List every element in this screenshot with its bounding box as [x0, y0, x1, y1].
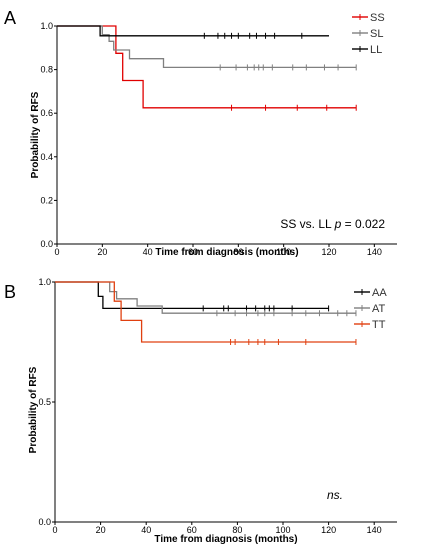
panel-a-y-tick-label: 0.4 — [40, 152, 53, 162]
panel-a-y-tick-label: 0.8 — [40, 65, 53, 75]
panel-b-x-tick-label: 80 — [232, 525, 242, 535]
panel-a-annotation-text: SS vs. LL — [280, 217, 332, 231]
panel-b-x-tick-label: 60 — [187, 525, 197, 535]
panel-b-x-tick-label: 100 — [275, 525, 290, 535]
panel-a-x-tick-label: 100 — [276, 247, 291, 257]
panel-b-legend-label-at: AT — [372, 303, 386, 315]
panel-a-y-tick-label: 1.0 — [40, 21, 53, 31]
panel-b-x-tick-label: 20 — [96, 525, 106, 535]
panel-b-series — [55, 281, 357, 345]
panel-b-legend-item-aa: AA — [354, 287, 387, 299]
panel-a-x-tick-label: 40 — [143, 247, 153, 257]
panel-b-x-ticks: 0 20 40 60 80 100 120 140 — [52, 522, 382, 535]
panel-b-x-axis-title: Time from diagnosis (months) — [154, 534, 297, 545]
panel-a-x-axis-title: Time from diagnosis (months) — [155, 247, 298, 258]
panel-a-letter: A — [4, 8, 16, 28]
panel-a-x-tick-label: 20 — [97, 247, 107, 257]
panel-a-legend-label-ss: SS — [370, 12, 385, 24]
panel-a-legend-label-ll: LL — [370, 44, 382, 56]
panel-a-legend: SS SL LL — [352, 12, 385, 56]
panel-b-y-tick-label: 0.5 — [38, 397, 51, 407]
panel-a-series-ll-line — [57, 25, 329, 37]
panel-a-annotation-value: = 0.022 — [341, 217, 385, 231]
panel-b-legend-label-aa: AA — [372, 287, 387, 299]
panel-b-y-tick-label: 0.0 — [38, 517, 51, 527]
panel-a-annotation: SS vs. LL p = 0.022 — [280, 217, 385, 231]
panel-b-legend-label-tt: TT — [372, 319, 386, 331]
panel-b-y-axis-title: Probability of RFS — [28, 366, 39, 453]
panel-a-legend-item-ss: SS — [352, 12, 385, 24]
panel-a-series-ss-line — [57, 25, 357, 109]
panel-b-legend-item-at: AT — [354, 303, 386, 315]
panel-a-x-tick-label: 60 — [188, 247, 198, 257]
panel-a-y-ticks: 0.0 0.2 0.4 0.6 0.8 1.0 — [40, 21, 57, 249]
panel-b-x-tick-label: 40 — [141, 525, 151, 535]
panel-b-series-tt-line — [55, 281, 356, 343]
panel-b-x-tick-label: 140 — [367, 525, 382, 535]
panel-a-x-tick-label: 140 — [367, 247, 382, 257]
panel-b-x-tick-label: 120 — [321, 525, 336, 535]
panel-b-y-tick-label: 1.0 — [38, 277, 51, 287]
panel-a-y-tick-label: 0.2 — [40, 195, 53, 205]
panel-a-x-tick-label: 0 — [54, 247, 59, 257]
panel-b-y-ticks: 0.0 0.5 1.0 — [38, 277, 55, 527]
panel-a-x-ticks: 0 20 40 60 80 100 120 140 — [54, 244, 382, 257]
panel-b-legend: AA AT TT — [354, 287, 387, 331]
panel-a-legend-item-ll: LL — [352, 44, 382, 56]
panel-b-x-tick-label: 0 — [52, 525, 57, 535]
panel-a-y-tick-label: 0.6 — [40, 108, 53, 118]
panel-b-letter: B — [4, 282, 16, 302]
panel-a-legend-label-sl: SL — [370, 28, 383, 40]
panel-a-plot-area — [56, 26, 397, 245]
panel-a-x-tick-label: 80 — [233, 247, 243, 257]
panel-b-annotation: ns. — [327, 488, 343, 502]
panel-a-x-tick-label: 120 — [321, 247, 336, 257]
panel-a-series-sl-line — [57, 25, 357, 69]
panel-b-legend-item-tt: TT — [354, 319, 386, 331]
panel-b-plot-area — [54, 282, 397, 523]
panel-a-y-axis-title: Probability of RFS — [30, 91, 41, 178]
panel-b-series-aa-line — [55, 281, 329, 310]
panel-a-y-tick-label: 0.0 — [40, 239, 53, 249]
panel-a-series — [57, 25, 357, 111]
panel-a-legend-item-sl: SL — [352, 28, 383, 40]
panel-b-series-at-line — [55, 281, 356, 314]
panel-a: A 0 20 40 60 80 100 120 140 0.00.20.40.60.81.0 … — [4, 8, 397, 258]
panel-b: B 0 20 40 60 80 100 120 140 0.0 0.5 1.0 Time from… — [4, 277, 397, 545]
panel-a-annotation-p: p — [334, 217, 342, 231]
